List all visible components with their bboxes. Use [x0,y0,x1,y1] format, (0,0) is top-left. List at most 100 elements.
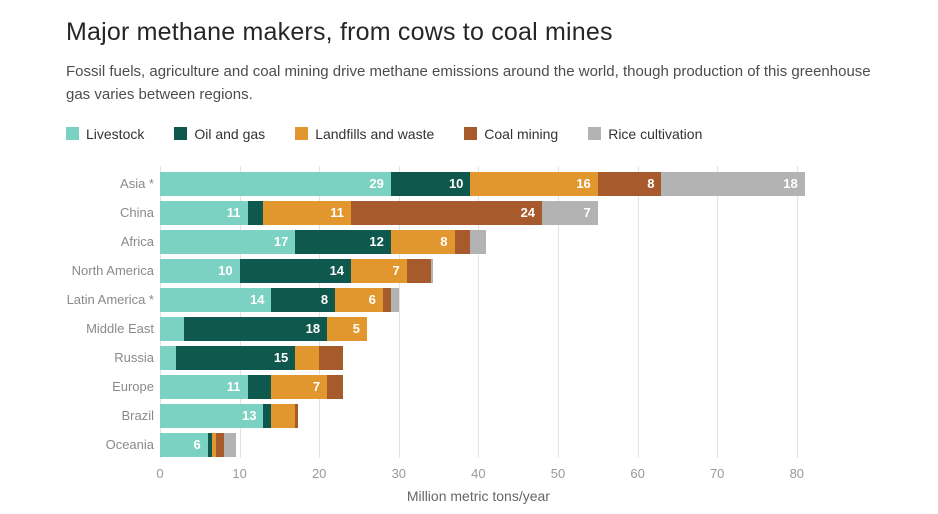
row-label: Asia * [120,176,154,191]
legend-swatch-icon [295,127,309,140]
bar-segment [295,403,298,428]
row-label: Europe [112,379,154,394]
bar-segment: 18 [661,171,805,196]
page: Major methane makers, from cows to coal … [0,18,938,504]
legend-swatch-icon [66,127,79,140]
plot-area: Asia * 29 10 16 8 18 China 11 11 24 7 Africa 17 12 8 No… [0,165,938,458]
bar-segment [319,345,344,370]
chart-rows: Asia * 29 10 16 8 18 China 11 11 24 7 Africa 17 12 8 No… [0,166,938,457]
row-label: North America [71,263,154,278]
stacked-bar: 18 5 [160,316,367,341]
chart-row: North America 10 14 7 [0,258,938,283]
x-tick-label: 30 [391,465,407,481]
bar-value-label: 11 [330,205,344,220]
bar-value-label: 11 [226,379,241,394]
bar-segment: 11 [160,374,248,399]
legend-swatch-icon [588,127,602,140]
bar-segment: 16 [470,171,598,196]
bar-segment: 8 [271,287,336,312]
stacked-bar: 17 12 8 [160,229,487,254]
x-tick-label: 20 [311,465,327,481]
x-tick-label: 60 [630,465,645,481]
bar-segment: 13 [160,403,264,428]
bar-segment: 17 [160,229,296,254]
legend-item: Livestock [66,126,144,142]
legend-label: Rice cultivation [608,125,703,142]
x-tick-label: 70 [709,465,725,481]
bar-segment: 8 [390,229,455,254]
bar-segment [327,374,344,399]
bar-value-label: 12 [369,234,384,249]
bar-value-label: 29 [369,176,384,191]
bar-value-label: 8 [647,176,655,191]
bar-value-label: 24 [520,205,536,220]
bar-segment [470,229,487,254]
bar-segment [271,403,296,428]
legend-item: Landfills and waste [295,126,434,142]
bar-segment: 10 [160,258,240,283]
bar-segment [247,374,272,399]
bar-value-label: 18 [305,321,321,336]
bar-segment: 11 [160,200,248,225]
x-tick-label: 50 [550,465,566,481]
bar-value-label: 17 [273,234,289,249]
bar-value-label: 10 [448,176,464,191]
gridline [717,165,719,458]
bar-segment [207,432,212,457]
legend-label: Oil and gas [194,125,266,142]
bar-value-label: 8 [320,292,329,307]
bar-segment: 10 [390,171,471,196]
bar-value-label: 7 [312,379,321,394]
bar-value-label: 16 [576,176,591,191]
bar-segment [382,287,391,312]
legend-label: Landfills and waste [315,125,435,142]
stacked-bar: 15 [160,345,344,370]
bar-segment: 29 [160,171,391,196]
bar-value-label: 5 [352,321,360,336]
chart-row: Africa 17 12 8 [0,229,938,254]
bar-segment [160,345,176,370]
row-label: Oceania [105,437,154,452]
bar-segment [247,200,264,225]
gridline [398,165,400,458]
bar-segment: 11 [263,200,351,225]
bar-segment [223,432,236,457]
bar-segment: 7 [542,200,598,225]
bar-segment [211,432,216,457]
row-label: Middle East [86,321,154,336]
stacked-bar: 14 8 6 [160,287,399,312]
gridline [319,165,321,458]
gridline [637,165,639,458]
bar-value-label: 6 [368,292,376,307]
bar-segment [160,316,184,341]
bar-chart: Asia * 29 10 16 8 18 China 11 11 24 7 Africa 17 12 8 No… [0,165,938,504]
chart-row: China 11 11 24 7 [0,200,938,225]
x-tick-label: 10 [232,465,247,481]
stacked-bar: 29 10 16 8 18 [160,171,805,196]
bar-value-label: 11 [226,205,241,220]
stacked-bar: 13 [160,403,298,428]
bar-segment: 8 [597,171,662,196]
bar-segment [263,403,272,428]
legend-swatch-icon [174,127,188,140]
bar-segment: 24 [351,200,543,225]
bar-value-label: 15 [273,350,289,365]
gridline [478,165,480,458]
chart-row: Russia 15 [0,345,938,370]
gridline [239,165,241,458]
chart-row: Asia * 29 10 16 8 18 [0,171,938,196]
stacked-bar: 10 14 7 [160,258,433,283]
chart-row: Middle East 18 5 [0,316,938,341]
bar-segment [430,258,433,283]
bar-segment: 6 [160,432,208,457]
bar-segment [295,345,320,370]
bar-segment [215,432,224,457]
gridline [558,165,559,458]
bar-segment [390,287,399,312]
gridlines [160,165,938,458]
bar-segment [406,258,431,283]
chart-row: Brazil 13 [0,403,938,428]
bar-segment: 12 [295,229,391,254]
legend-item: Rice cultivation [588,126,702,142]
bar-segment: 5 [327,316,367,341]
